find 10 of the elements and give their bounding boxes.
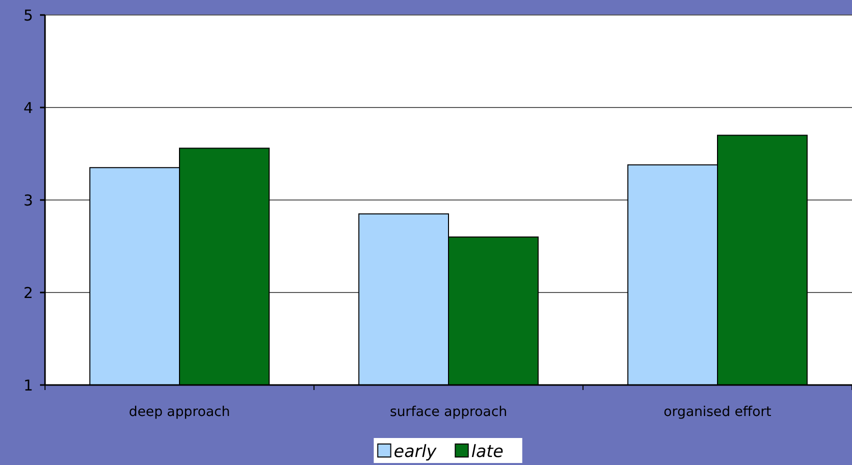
y-tick-label: 3 [23,191,33,210]
legend-label: late [471,442,504,462]
y-tick-label: 5 [23,6,33,24]
y-tick-label: 4 [23,98,33,117]
y-tick-label: 1 [23,376,33,394]
x-tick-label: deep approach [128,404,230,420]
x-tick-label: surface approach [390,404,508,420]
x-tick-label: organised effort [664,404,772,420]
legend-label: early [394,442,438,462]
y-tick-label: 2 [23,284,33,302]
